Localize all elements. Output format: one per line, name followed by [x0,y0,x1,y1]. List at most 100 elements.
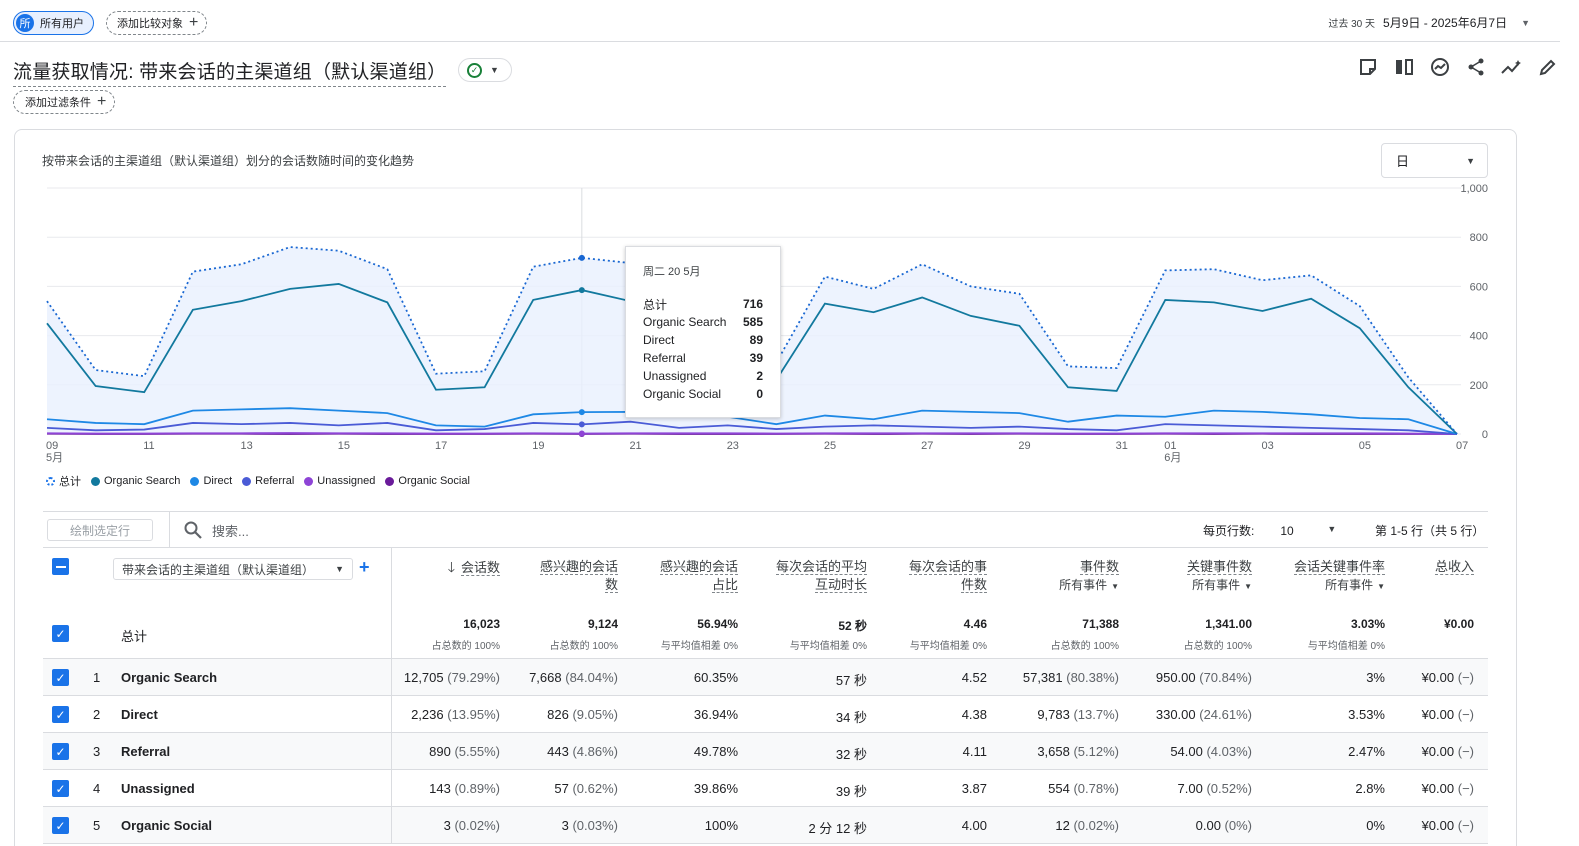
cell-percent: (−) [1454,818,1474,833]
cell-value: 12,705 [403,670,444,685]
cell-value: ¥0.00 [1421,670,1455,685]
trend-sparkle-icon[interactable] [1501,56,1523,78]
table-row[interactable]: ✓ 2 Direct 2,236 (13.95%) 826 (9.05%) 36.94% 3… [43,696,1488,733]
column-total-value: 4.46 [963,617,987,631]
dimension-select[interactable]: 带来会话的主渠道组（默认渠道组） ▼ [113,558,353,580]
select-all-checkbox[interactable] [52,558,69,575]
row-checkbox[interactable]: ✓ [52,743,69,760]
add-filter-label: 添加过滤条件 [25,97,91,109]
table-cell: 4.11 [787,744,987,759]
table-row[interactable]: ✓ 4 Unassigned 143 (0.89%) 57 (0.62%) 39.86% 3… [43,770,1488,807]
cell-percent: (84.04%) [561,670,618,685]
cell-percent: (−) [1454,707,1474,722]
rows-per-page-select[interactable]: 10 ▼ [1280,524,1336,538]
share-icon[interactable] [1465,56,1487,78]
tooltip-row: Organic Social 0 [643,385,763,403]
table-cell: 2.8% [1185,781,1385,796]
total-row-label: 总计 [121,629,148,644]
x-tick-sublabel: 5月 [46,452,63,464]
row-checkbox[interactable]: ✓ [52,669,69,686]
metric-column-header[interactable]: 总收入 ¥0.00 [1394,548,1474,659]
date-range-picker[interactable]: 过去 30 天 5月9日 - 2025年6月7日 ▼ [1328,14,1530,31]
legend-item[interactable]: Organic Social [385,475,470,487]
all-users-chip[interactable]: 所 所有用户 [13,11,94,35]
legend-item[interactable]: Organic Search [91,475,180,487]
row-checkbox[interactable]: ✓ [52,706,69,723]
legend-item[interactable]: Direct [190,475,232,487]
table-cell: 4.52 [787,670,987,685]
cell-percent: (0.62%) [568,781,618,796]
edit-pencil-icon[interactable] [1537,56,1559,78]
metric-column-header[interactable]: 会话关键事件率 所有事件 ▼ 3.03% 与平均值相差 0% [1265,548,1385,659]
table-row[interactable]: ✓ 3 Referral 890 (5.55%) 443 (4.86%) 49.78% 32… [43,733,1488,770]
metric-column-header[interactable]: 每次会话的事 件数 4.46 与平均值相差 0% [877,548,987,659]
cell-value: 4.11 [962,744,987,759]
cell-value: 57 [554,781,569,796]
insights-icon[interactable] [1429,56,1451,78]
table-cell: 4.00 [787,818,987,833]
cell-value: 3.87 [961,781,987,796]
legend-item[interactable]: 总计 [46,473,81,489]
cell-value: 100% [704,818,738,833]
cell-percent: (0.02%) [450,818,500,833]
metric-column-header[interactable]: 感兴趣的会话数 9,124 占总数的 100% [508,548,618,659]
compare-icon[interactable] [1393,56,1415,78]
metric-column-header[interactable]: 🡓 会话数 16,023 占总数的 100% [390,548,500,659]
hover-point [578,409,585,416]
sort-arrow-down-icon: 🡓 [447,559,455,575]
column-title-line1: 每次会话的事 [908,559,987,575]
plot-rows-button[interactable]: 绘制选定行 [47,519,153,541]
rows-per-page-label: 每页行数: [1203,524,1255,538]
legend-item[interactable]: Referral [242,475,294,487]
column-event-filter[interactable]: 所有事件 ▼ [1325,578,1385,592]
x-tick-label: 15 [338,440,350,452]
legend-item[interactable]: Unassigned [304,475,375,487]
pager-text: 第 1-5 行（共 5 行） [1375,524,1485,538]
column-total-value: 52 秒 [838,619,867,633]
total-row-checkbox[interactable]: ✓ [52,625,69,642]
report-status-chip[interactable]: ✓ ▼ [458,58,512,82]
table-cell: ¥0.00 (−) [1274,818,1474,833]
x-tick-label: 17 [435,440,447,452]
table-cell: 34 秒 [667,707,867,726]
table-row[interactable]: ✓ 1 Organic Search 12,705 (79.29%) 7,668 (84… [43,659,1488,696]
add-comparison-button[interactable]: 添加比较对象 + [106,11,208,35]
search-input[interactable]: 搜索... [212,523,249,539]
cell-percent: (13.95%) [443,707,500,722]
x-tick-label: 25 [824,440,836,452]
search-box[interactable]: 搜索... [169,512,469,548]
tooltip-row: Direct 89 [643,331,763,349]
row-checkbox[interactable]: ✓ [52,817,69,834]
metric-column-header[interactable]: 感兴趣的会话 占比 56.94% 与平均值相差 0% [628,548,738,659]
tooltip-label: Direct [643,333,675,347]
table-cell: 12 (0.02%) [919,818,1119,833]
report-toolbar [1357,56,1559,78]
cell-percent: (0.78%) [1069,781,1119,796]
page-title[interactable]: 流量获取情况: 带来会话的主渠道组（默认渠道组） [13,57,447,87]
cell-value: 890 [429,744,451,759]
cell-value: 7.00 [1177,781,1203,796]
cell-value: 826 [547,707,569,722]
x-tick-label: 19 [532,440,544,452]
y-tick-label: 800 [1470,232,1488,244]
metric-column-header[interactable]: 事件数 所有事件 ▼ 71,388 占总数的 100% [999,548,1119,659]
column-event-filter[interactable]: 所有事件 ▼ [1059,578,1119,592]
cell-percent: (70.84%) [1195,670,1252,685]
metric-column-header[interactable]: 每次会话的平均 互动时长 52 秒与平均值相差 0% [747,548,867,659]
row-channel-name: Referral [121,744,171,759]
column-title-line2: 互动时长 [814,577,867,593]
column-event-filter-label: 所有事件 [1059,578,1108,592]
add-filter-button[interactable]: 添加过滤条件 + [13,90,116,114]
column-event-filter[interactable]: 所有事件 ▼ [1192,578,1252,592]
granularity-select[interactable]: 日 ▼ [1381,143,1488,178]
cell-value: 32 秒 [835,747,867,762]
add-dimension-button[interactable]: + [359,557,370,577]
customize-report-icon[interactable] [1357,56,1379,78]
cell-percent: (79.29%) [443,670,500,685]
table-row[interactable]: ✓ 5 Organic Social 3 (0.02%) 3 (0.03%) 100% 2 … [43,807,1488,844]
metric-column-header[interactable]: 关键事件数 所有事件 ▼ 1,341.00 占总数的 100% [1132,548,1252,659]
row-checkbox[interactable]: ✓ [52,780,69,797]
column-title-line1: 感兴趣的会话 [659,559,738,575]
cell-percent: (4.03%) [1202,744,1252,759]
